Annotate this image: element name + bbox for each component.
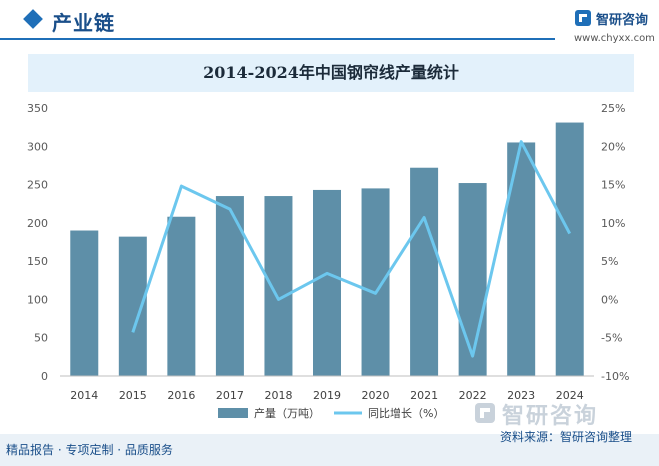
x-axis-tick: 2023	[507, 389, 535, 402]
x-axis-tick: 2015	[119, 389, 147, 402]
x-axis-tick: 2014	[70, 389, 98, 402]
left-axis-tick: 0	[41, 370, 48, 383]
x-axis-tick: 2019	[313, 389, 341, 402]
right-axis-tick: 20%	[601, 140, 625, 153]
footer-slogan: 精品报告 · 专项定制 · 品质服务	[6, 443, 173, 457]
bar-2019	[313, 189, 341, 376]
brand-url: www.chyxx.com	[574, 33, 655, 44]
legend-bar-label: 产量（万吨）	[254, 406, 320, 420]
legend-line-label: 同比增长（%）	[368, 406, 444, 420]
left-axis-tick: 200	[27, 217, 48, 230]
brand-name: 智研咨询	[596, 13, 649, 28]
bar-2018	[264, 196, 293, 376]
bar-2016	[167, 216, 196, 376]
bar-2017	[215, 196, 244, 376]
right-axis-tick: 0%	[601, 293, 618, 306]
growth-line	[131, 140, 572, 358]
data-source: 资料来源：智研咨询整理	[500, 430, 633, 444]
x-axis-tick: 2022	[459, 389, 487, 402]
right-axis-tick: 15%	[601, 179, 625, 192]
bar-2024	[555, 122, 584, 376]
right-axis-tick: -10%	[601, 370, 629, 383]
bar-2021	[410, 167, 439, 376]
left-axis-tick: 350	[27, 102, 48, 115]
bar-2014	[70, 230, 99, 376]
x-axis-tick: 2020	[362, 389, 390, 402]
header-bar: 产业链 智研咨询 www.chyxx.com	[0, 0, 659, 44]
watermark-logo-icon	[474, 402, 496, 424]
right-axis-tick: 10%	[601, 217, 625, 230]
bar-2022	[458, 183, 487, 376]
footer-band	[0, 434, 659, 466]
bar-2023	[507, 142, 536, 376]
x-axis-tick: 2016	[167, 389, 195, 402]
header-divider	[0, 38, 555, 40]
left-axis-tick: 100	[27, 293, 48, 306]
left-axis-tick: 150	[27, 255, 48, 268]
section-title: 产业链	[52, 11, 115, 35]
x-axis-tick: 2018	[264, 389, 292, 402]
left-axis-tick: 250	[27, 179, 48, 192]
x-axis-tick: 2017	[216, 389, 244, 402]
right-axis-tick: -5%	[601, 332, 622, 345]
chart-title-band	[28, 54, 634, 92]
left-axis-tick: 50	[34, 332, 48, 345]
legend-bar-swatch	[218, 408, 248, 418]
right-axis-tick: 5%	[601, 255, 618, 268]
x-axis-tick: 2021	[410, 389, 438, 402]
brand-logo-icon	[575, 10, 591, 26]
bar-2020	[361, 188, 390, 376]
chart-title: 2014-2024年中国钢帘线产量统计	[203, 63, 459, 82]
right-axis-tick: 25%	[601, 102, 625, 115]
left-axis-tick: 300	[27, 140, 48, 153]
x-axis-tick: 2024	[556, 389, 584, 402]
watermark-text: 智研咨询	[502, 404, 599, 429]
